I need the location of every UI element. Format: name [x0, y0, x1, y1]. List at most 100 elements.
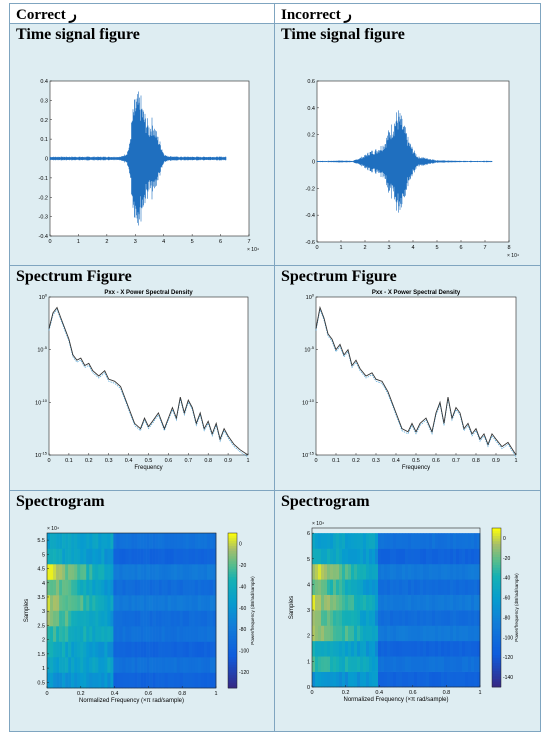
- spectrogram-cell: [345, 548, 349, 565]
- colorbar-tick-label: 0: [503, 536, 506, 542]
- spectrogram-cell: [173, 533, 178, 549]
- spectrogram-cell: [387, 625, 391, 642]
- colorbar-segment: [492, 660, 501, 664]
- spectrogram-cell: [194, 533, 199, 549]
- spectrogram-cell: [77, 548, 81, 565]
- spectrogram-cell: [318, 625, 322, 642]
- spectrogram-cell: [450, 548, 454, 565]
- spectrogram-cell: [125, 548, 129, 565]
- spectrogram-cell: [161, 564, 165, 580]
- y-exponent-label: × 10⁴: [47, 526, 59, 532]
- spectrogram-cell: [384, 594, 388, 611]
- spectrogram-cell: [402, 563, 406, 580]
- spectrogram-cell: [420, 671, 424, 688]
- colorbar-segment: [228, 649, 237, 653]
- spectrogram-cell: [74, 641, 78, 658]
- spectrogram-cell: [447, 579, 451, 595]
- spectrogram-cell: [68, 626, 72, 642]
- spectrogram-cell: [417, 594, 421, 611]
- spectrogram-cell: [110, 657, 114, 673]
- spectrogram-cell: [375, 533, 379, 549]
- spectrogram-cell: [83, 641, 87, 658]
- spectrogram-cell: [95, 610, 99, 627]
- spectrogram-cell: [366, 656, 370, 672]
- spectrogram-cell: [179, 564, 184, 580]
- spectrogram-cell: [459, 625, 463, 642]
- colorbar-segment: [492, 581, 501, 585]
- spectrogram-cell: [56, 533, 60, 549]
- spectrogram-cell: [465, 533, 469, 549]
- spectrogram-cell: [131, 657, 135, 673]
- spectrogram-cell: [414, 563, 418, 580]
- spectrogram-cell: [342, 610, 346, 626]
- colorbar-segment: [228, 618, 237, 622]
- spectrogram-cell: [474, 533, 478, 549]
- x-tick-label: 5: [435, 245, 438, 251]
- spectrogram-cell: [53, 626, 57, 642]
- spectrogram-cell: [465, 656, 469, 672]
- spectrogram-cell: [393, 625, 397, 642]
- spectrogram-cell: [357, 625, 361, 642]
- spectrogram-cell: [191, 564, 196, 580]
- spectrogram-cell: [77, 641, 81, 658]
- spectrogram-cell: [348, 640, 352, 657]
- spectrogram-cell: [351, 548, 355, 565]
- spectrogram-cell: [47, 672, 51, 689]
- colorbar-segment: [492, 636, 501, 640]
- spectrogram-cell: [191, 579, 196, 596]
- x-tick-label: 3: [387, 245, 390, 251]
- spectrogram-cell: [80, 657, 84, 673]
- spectrogram-cell: [453, 548, 457, 565]
- spectrogram-cell: [411, 610, 415, 626]
- spectrogram-cell: [107, 641, 111, 658]
- spectrogram-cell: [468, 640, 472, 657]
- spectrogram-cell: [59, 672, 63, 689]
- spectrogram-cell: [447, 656, 451, 672]
- spectrogram-cell: [342, 533, 346, 549]
- spectrogram-cell: [65, 657, 69, 673]
- spectrogram-cell: [417, 640, 421, 657]
- colorbar-segment: [228, 651, 237, 655]
- spectrogram-cell: [468, 594, 472, 611]
- spectrogram-cell: [53, 548, 57, 565]
- spectrogram-cell: [330, 625, 334, 642]
- spectrogram-cell: [47, 610, 51, 627]
- colorbar-segment: [228, 677, 237, 681]
- spectrogram-cell: [360, 610, 364, 626]
- spectrogram-cell: [173, 626, 178, 642]
- spectrogram-cell: [357, 548, 361, 565]
- spectrogram-cell: [345, 671, 349, 688]
- colorbar-segment: [228, 667, 237, 671]
- spectrogram-cell: [164, 548, 169, 565]
- spectrogram-cell: [194, 595, 199, 611]
- time-signal-chart-incorrect: 0 1 2 3 4 5 6 7 8 0.6 0.4 0.2 0 -0.2 -0.4 -0.6 × 10⁴: [306, 79, 520, 259]
- colorbar-segment: [228, 551, 237, 555]
- spectrogram-cell: [333, 579, 337, 595]
- colorbar-segment: [492, 541, 501, 545]
- spectrogram-cell: [339, 625, 343, 642]
- spectrogram-cell: [324, 594, 328, 611]
- spectrogram-cell: [318, 656, 322, 672]
- spectrogram-cell: [68, 595, 72, 611]
- spectrogram-cell: [191, 610, 196, 627]
- spectrogram-cell: [179, 548, 184, 565]
- spectrogram-cell: [396, 548, 400, 565]
- spectrogram-cell: [149, 595, 153, 611]
- x-tick-label: 0.2: [342, 690, 350, 696]
- spectrogram-cell: [92, 595, 96, 611]
- spectrogram-cell: [438, 548, 442, 565]
- spectrogram-cell: [315, 671, 319, 688]
- spectrogram-cell: [366, 610, 370, 626]
- y-tick-label: 5: [42, 552, 45, 558]
- spectrogram-cell: [110, 626, 114, 642]
- spectrogram-cell: [327, 548, 331, 565]
- psd-confidence-line: [48, 308, 249, 458]
- colorbar-segment: [492, 588, 501, 592]
- spectrogram-cell: [128, 564, 132, 580]
- colorbar-segment: [228, 558, 237, 562]
- spectrogram-cell: [465, 579, 469, 595]
- x-tick-label: 7: [483, 245, 486, 251]
- spectrogram-cell: [203, 626, 208, 642]
- x-tick-label: 0.6: [165, 458, 173, 464]
- spectrogram-cell: [456, 594, 460, 611]
